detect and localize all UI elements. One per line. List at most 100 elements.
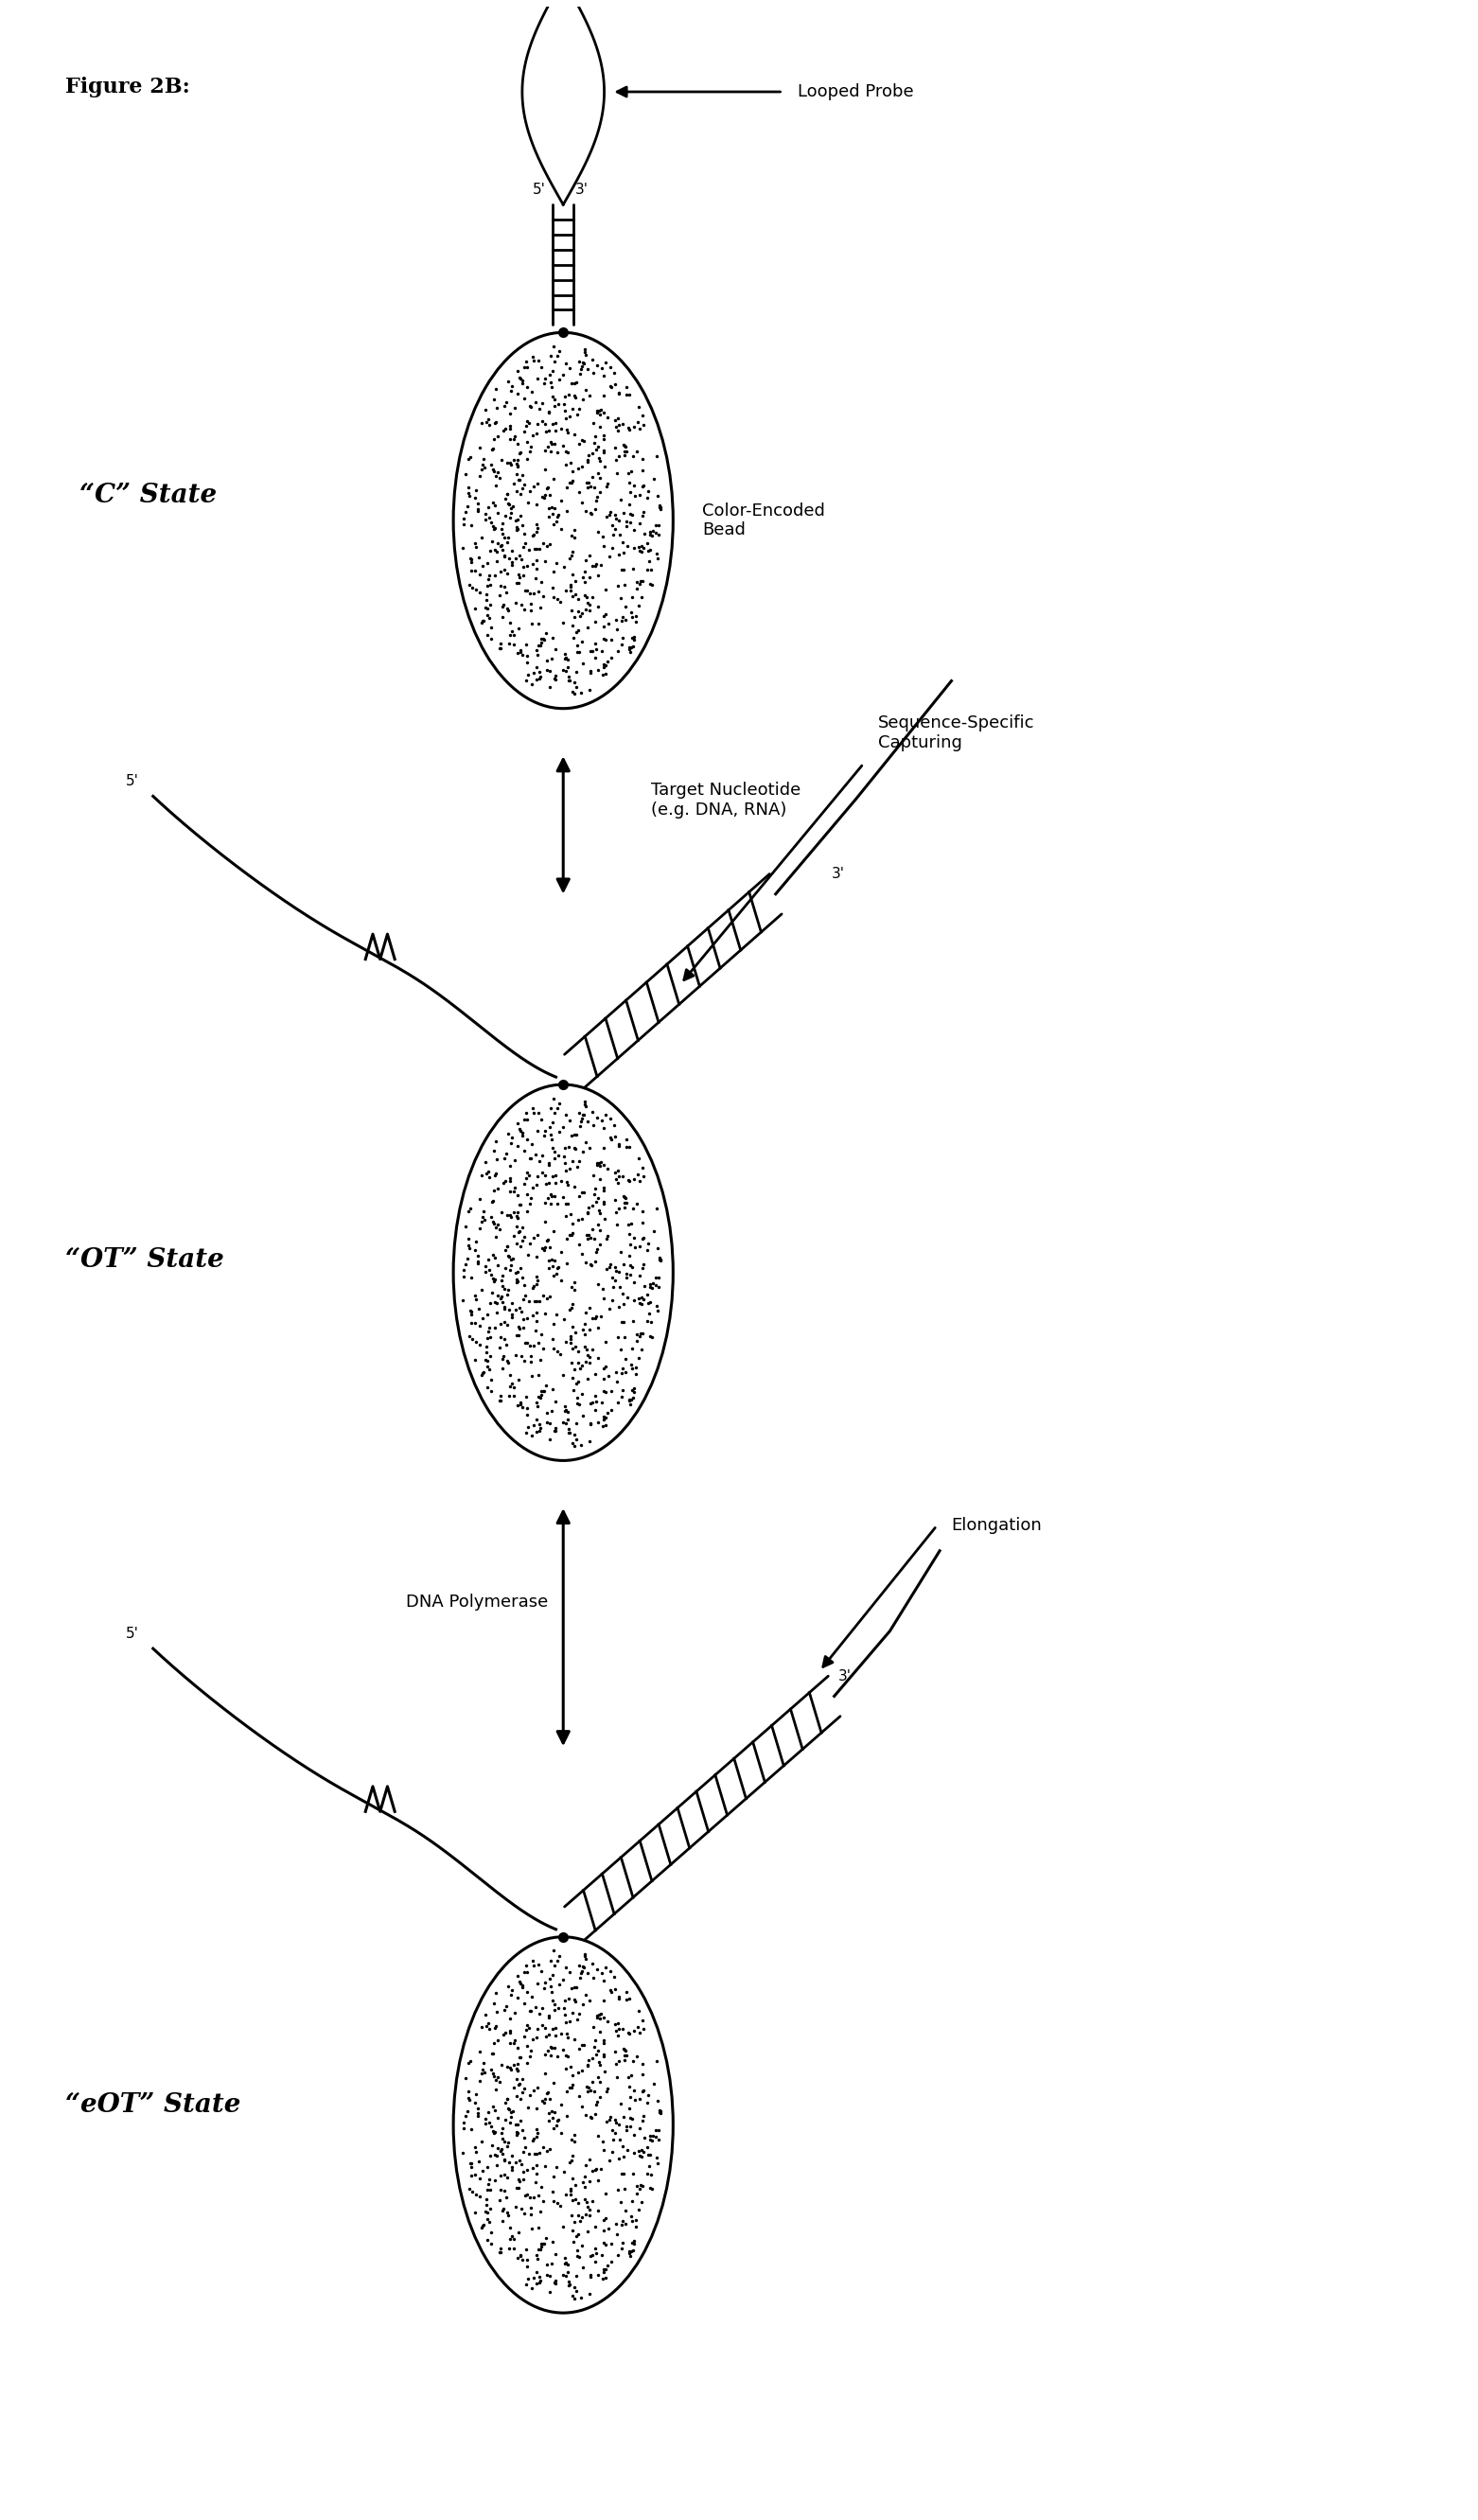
- Point: [618, 471, 641, 512]
- Point: [510, 1114, 534, 1154]
- Point: [560, 2056, 584, 2097]
- Point: [480, 507, 504, 547]
- Point: [612, 423, 636, 464]
- Point: [625, 1313, 649, 1353]
- Point: [587, 587, 610, 627]
- Point: [597, 605, 621, 645]
- Point: [565, 363, 588, 403]
- Point: [584, 2205, 607, 2245]
- Point: [593, 1348, 616, 1389]
- Point: [628, 2107, 652, 2147]
- Point: [612, 2039, 636, 2079]
- Point: [568, 340, 591, 381]
- Point: [474, 2180, 498, 2220]
- Point: [628, 1283, 652, 1323]
- Point: [603, 1192, 627, 1232]
- Point: [609, 514, 633, 554]
- Point: [628, 2165, 652, 2205]
- Point: [529, 1409, 553, 1449]
- Point: [569, 348, 593, 388]
- Point: [483, 2134, 507, 2175]
- Point: [554, 1404, 578, 1444]
- Point: [539, 1240, 563, 1280]
- Point: [505, 1386, 529, 1426]
- Point: [541, 2223, 565, 2263]
- Point: [507, 557, 531, 597]
- Point: [520, 1167, 544, 1207]
- Point: [594, 2175, 618, 2215]
- Point: [498, 2024, 522, 2064]
- Point: [542, 2157, 566, 2197]
- Point: [593, 1144, 616, 1184]
- Point: [554, 1096, 578, 1137]
- Point: [581, 1298, 605, 1338]
- Point: [560, 1212, 584, 1252]
- Point: [594, 1250, 618, 1290]
- Point: [562, 2019, 585, 2059]
- Point: [539, 2243, 563, 2283]
- Point: [542, 386, 566, 426]
- Point: [476, 1366, 500, 1406]
- Point: [547, 1963, 571, 2003]
- Point: [556, 491, 579, 532]
- Point: [621, 1328, 644, 1368]
- Point: [605, 2213, 628, 2253]
- Point: [603, 2099, 627, 2139]
- Point: [538, 2271, 562, 2311]
- Point: [544, 501, 568, 542]
- Point: [622, 617, 646, 658]
- Point: [628, 2079, 652, 2119]
- Point: [516, 2087, 539, 2127]
- Point: [637, 471, 661, 512]
- Point: [480, 620, 504, 660]
- Point: [457, 2076, 480, 2117]
- Point: [529, 620, 553, 660]
- Point: [572, 1096, 596, 1137]
- Point: [618, 633, 641, 673]
- Point: [621, 1247, 644, 1288]
- Point: [480, 428, 504, 469]
- Point: [538, 650, 562, 690]
- Point: [571, 1235, 594, 1275]
- Point: [597, 537, 621, 577]
- Point: [532, 1293, 556, 1333]
- Point: [460, 1295, 483, 1336]
- Point: [569, 595, 593, 635]
- Point: [460, 2145, 483, 2185]
- Point: [566, 1200, 590, 1240]
- Point: [498, 2046, 522, 2087]
- Point: [573, 1315, 597, 1356]
- Point: [581, 2008, 605, 2049]
- Point: [464, 469, 488, 509]
- Point: [548, 1260, 572, 1300]
- Point: [603, 2031, 627, 2071]
- Point: [563, 1326, 587, 1366]
- Point: [628, 1315, 652, 1356]
- Point: [581, 2150, 605, 2190]
- Point: [596, 1149, 619, 1189]
- Point: [606, 1162, 630, 1202]
- Point: [613, 1177, 637, 1217]
- Point: [488, 1328, 511, 1368]
- Point: [619, 1202, 643, 1242]
- Point: [517, 2134, 541, 2175]
- Point: [615, 2129, 638, 2170]
- Point: [528, 2192, 551, 2233]
- Point: [537, 1240, 560, 1280]
- Point: [556, 648, 579, 688]
- Point: [630, 2137, 653, 2177]
- Point: [501, 1237, 525, 1278]
- Point: [494, 1159, 517, 1200]
- Point: [501, 486, 525, 527]
- Point: [600, 527, 624, 567]
- Point: [565, 668, 588, 708]
- Point: [631, 451, 655, 491]
- Point: [646, 1290, 670, 1331]
- Point: [578, 590, 602, 630]
- Point: [528, 1993, 551, 2034]
- Point: [494, 1134, 517, 1174]
- Point: [495, 1305, 519, 1346]
- Point: [476, 2200, 500, 2240]
- Point: [476, 2147, 500, 2187]
- Point: [563, 1313, 587, 1353]
